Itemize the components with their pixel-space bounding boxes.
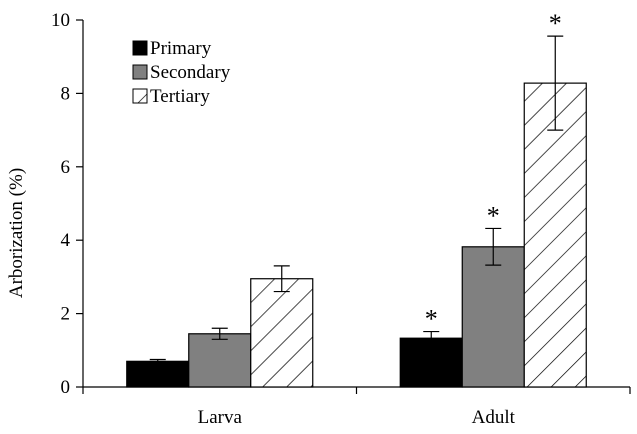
bar-secondary <box>461 246 525 388</box>
legend: Primary Secondary Tertiary <box>132 38 231 107</box>
bar-primary <box>399 337 463 388</box>
bar-tertiary <box>523 82 587 388</box>
y-tick-label: 10 <box>51 10 70 31</box>
plot-area: 0 2 4 6 8 10 Larva Adult * * * <box>51 9 631 428</box>
significance-marker: * <box>425 305 438 334</box>
legend-swatch-tertiary <box>132 88 148 104</box>
legend-label-secondary: Secondary <box>150 62 231 83</box>
y-axis-label: Arborization (%) <box>6 168 27 298</box>
significance-marker: * <box>549 9 562 38</box>
legend-swatch-secondary <box>132 64 148 80</box>
y-tick-label: 6 <box>61 157 71 178</box>
bar-secondary <box>188 333 252 388</box>
y-tick-label: 8 <box>61 83 71 104</box>
y-tick-label: 4 <box>61 230 71 251</box>
legend-label-primary: Primary <box>150 38 212 59</box>
legend-label-tertiary: Tertiary <box>150 86 210 107</box>
bar-tertiary <box>250 278 314 388</box>
x-category-label: Adult <box>472 407 516 428</box>
y-tick-label: 0 <box>61 377 71 398</box>
bar-primary <box>126 360 190 388</box>
significance-marker: * <box>487 201 500 230</box>
x-category-label: Larva <box>198 407 243 428</box>
legend-swatch-primary <box>132 40 148 56</box>
y-tick-label: 2 <box>61 304 71 325</box>
